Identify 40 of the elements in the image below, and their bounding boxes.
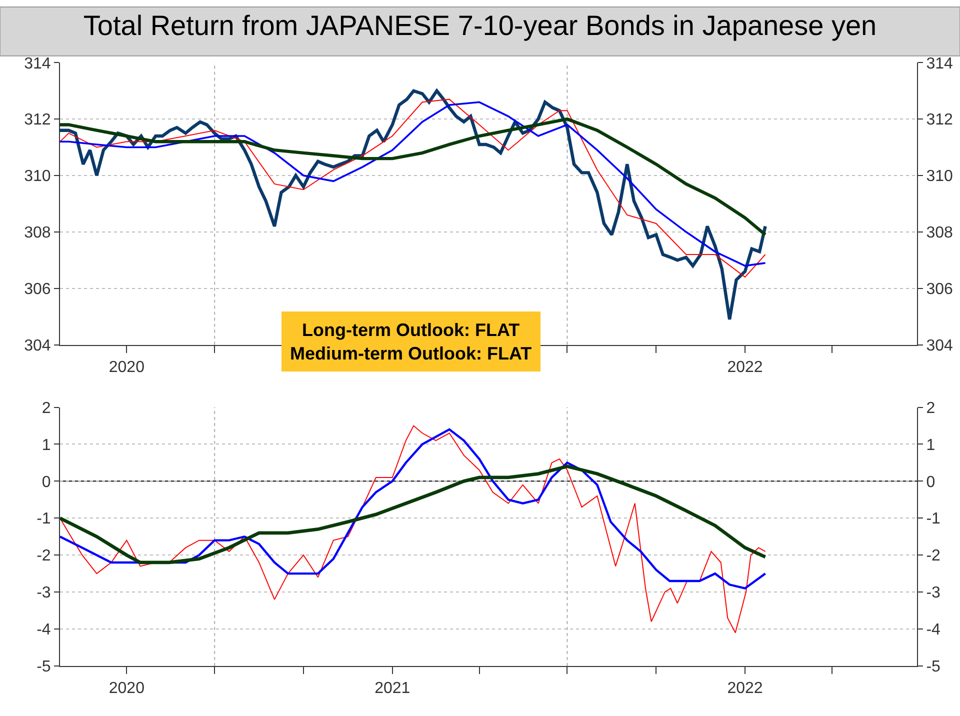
line-series xyxy=(60,428,766,590)
y2-tick-label: 314 xyxy=(926,55,953,72)
y-tick-label: -1 xyxy=(36,510,51,528)
y-tick-label: 304 xyxy=(24,337,51,354)
x-tick-label: 2022 xyxy=(727,358,763,376)
y2-tick-label: 310 xyxy=(926,168,953,186)
y2-tick-label: 308 xyxy=(926,224,953,242)
y2-tick-label: -5 xyxy=(926,658,941,676)
chart-title: Total Return from JAPANESE 7-10-year Bonds in Japanese yen xyxy=(83,10,877,41)
y-tick-label: -4 xyxy=(36,622,51,639)
y-tick-label: 2 xyxy=(42,400,51,417)
line-series xyxy=(60,89,767,321)
y-tick-label: 310 xyxy=(24,168,51,186)
y2-tick-label: 306 xyxy=(926,280,953,298)
y2-tick-label: 304 xyxy=(926,337,953,354)
y-tick-label: 314 xyxy=(24,55,51,72)
x-tick-label: 2020 xyxy=(108,358,145,376)
line-series xyxy=(60,425,766,634)
y-tick-label: 0 xyxy=(42,474,51,491)
y2-tick-label: -3 xyxy=(926,584,941,602)
y2-tick-label: 0 xyxy=(926,474,936,491)
x-tick-label: 2020 xyxy=(108,680,145,698)
x-tick-label: 2022 xyxy=(727,680,763,698)
annotation: Long-term Outlook: FLAT Medium-term Outlook: FLAT xyxy=(290,320,532,364)
y2-tick-label: 1 xyxy=(926,436,936,454)
line-series xyxy=(60,117,767,236)
y-tick-label: 306 xyxy=(24,280,51,298)
x-tick-label: 2021 xyxy=(374,680,410,698)
y2-tick-label: -4 xyxy=(926,622,941,639)
y-tick-label: 308 xyxy=(24,224,51,242)
y-tick-label: -3 xyxy=(36,584,51,602)
y-tick-label: -2 xyxy=(36,548,51,565)
y-tick-label: 1 xyxy=(42,436,51,454)
y-tick-label: 312 xyxy=(24,112,51,129)
y2-tick-label: -1 xyxy=(926,510,941,528)
y2-tick-label: 312 xyxy=(926,112,953,129)
y2-tick-label: -2 xyxy=(926,548,941,565)
y-tick-label: -5 xyxy=(36,658,51,676)
y2-tick-label: 2 xyxy=(926,400,936,417)
line-series xyxy=(60,464,768,564)
